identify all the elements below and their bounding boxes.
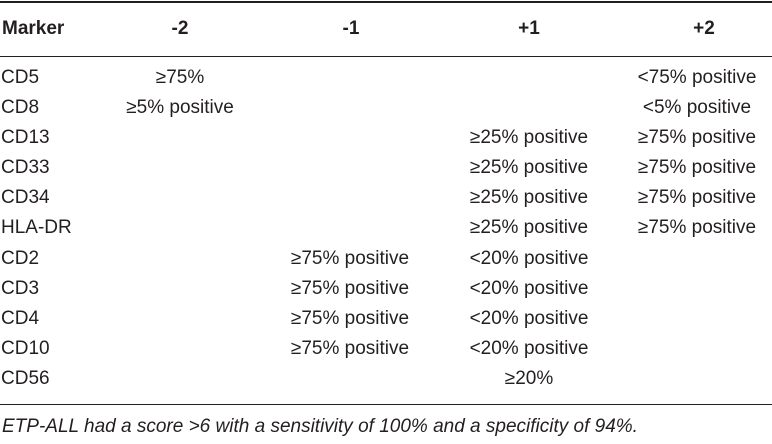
- cell-plus-1: ≥20%: [504, 367, 554, 389]
- cell-plus-2: ≥75% positive: [637, 187, 757, 209]
- header-plus-2: +2: [693, 18, 715, 39]
- cell-minus-1: ≥75% positive: [290, 247, 410, 269]
- cell-marker: CD33: [1, 157, 50, 179]
- cell-plus-1: <20% positive: [469, 307, 589, 329]
- cell-plus-1: <20% positive: [469, 337, 589, 359]
- header-minus-2: -2: [171, 18, 189, 39]
- cell-minus-1: ≥75% positive: [290, 277, 410, 299]
- cell-plus-2: <75% positive: [637, 67, 757, 88]
- table-row: CD13 ≥25% positive ≥75% positive: [0, 127, 772, 157]
- cell-marker: CD56: [1, 367, 50, 389]
- table-row: CD3 ≥75% positive <20% positive: [0, 278, 772, 308]
- cell-marker: CD5: [1, 67, 40, 88]
- cell-plus-1: ≥25% positive: [469, 157, 589, 179]
- cell-plus-1: ≥25% positive: [469, 217, 589, 239]
- cell-plus-2: ≥75% positive: [637, 217, 757, 239]
- cell-plus-2: ≥75% positive: [637, 127, 757, 149]
- cell-minus-1: ≥75% positive: [290, 337, 410, 359]
- table-row: CD33 ≥25% positive ≥75% positive: [0, 157, 772, 187]
- cell-marker: HLA-DR: [1, 217, 72, 239]
- table-header-rule: [0, 56, 772, 57]
- table-footnote: ETP-ALL had a score >6 with a sensitivit…: [2, 416, 638, 437]
- cell-marker: CD2: [1, 247, 40, 269]
- cell-plus-2: ≥75% positive: [637, 157, 757, 179]
- cell-plus-1: ≥25% positive: [469, 187, 589, 209]
- cell-minus-2: ≥5% positive: [126, 97, 234, 119]
- cell-plus-1: <20% positive: [469, 247, 589, 269]
- table-row: CD56 ≥20%: [0, 368, 772, 398]
- table-row: CD4 ≥75% positive <20% positive: [0, 308, 772, 338]
- cell-plus-1: <20% positive: [469, 277, 589, 299]
- cell-marker: CD34: [1, 187, 50, 209]
- table-row: CD8 ≥5% positive <5% positive: [0, 97, 772, 127]
- table-bottom-rule: [0, 404, 772, 405]
- table-row: CD10 ≥75% positive <20% positive: [0, 338, 772, 368]
- cell-minus-2: ≥75%: [155, 67, 205, 88]
- cell-marker: CD3: [1, 277, 40, 299]
- cell-marker: CD10: [1, 337, 50, 359]
- cell-marker: CD8: [1, 97, 40, 119]
- table-top-rule: [0, 1, 772, 3]
- header-plus-1: +1: [518, 18, 540, 39]
- header-minus-1: -1: [342, 18, 360, 39]
- cell-plus-2: <5% positive: [642, 97, 752, 119]
- table-row: CD5 ≥75% <75% positive: [0, 67, 772, 97]
- cell-plus-1: ≥25% positive: [469, 127, 589, 149]
- cell-marker: CD4: [1, 307, 40, 329]
- cell-minus-1: ≥75% positive: [290, 307, 410, 329]
- table-body: CD5 ≥75% <75% positive CD8 ≥5% positive …: [0, 67, 772, 398]
- cell-marker: CD13: [1, 127, 50, 149]
- header-marker: Marker: [2, 18, 65, 39]
- table-row: CD34 ≥25% positive ≥75% positive: [0, 187, 772, 217]
- table-row: CD2 ≥75% positive <20% positive: [0, 248, 772, 278]
- table-row: HLA-DR ≥25% positive ≥75% positive: [0, 217, 772, 247]
- table-header-row: Marker -2 -1 +1 +2: [0, 2, 772, 56]
